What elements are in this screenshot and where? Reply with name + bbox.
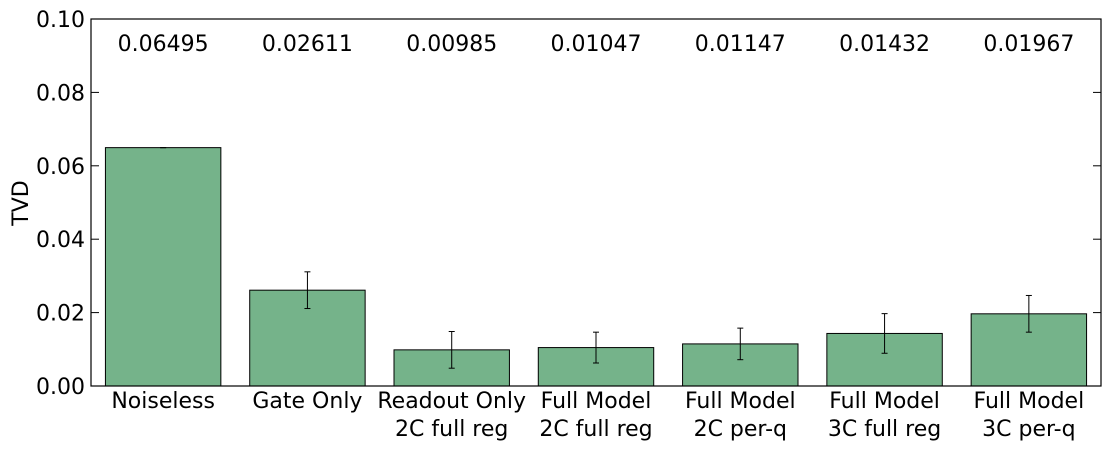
y-tick-label: 0.10 (36, 8, 85, 33)
y-tick-label: 0.04 (36, 228, 85, 253)
bar (682, 343, 799, 387)
bar-value-label: 0.01432 (839, 32, 930, 57)
x-category-label: Full Model 2C per-q (685, 389, 796, 442)
bar-value-label: 0.00985 (406, 32, 497, 57)
bar-value-label: 0.01047 (551, 32, 642, 57)
plot-frame (90, 18, 1102, 387)
bar-value-label: 0.01147 (695, 32, 786, 57)
bar (104, 147, 222, 387)
x-category-label: Gate Only (252, 389, 362, 414)
y-tick-label: 0.08 (36, 81, 85, 106)
y-tick-label: 0.02 (36, 302, 85, 327)
y-tick-label: 0.06 (36, 155, 85, 180)
bar-value-label: 0.02611 (262, 32, 353, 57)
x-category-label: Readout Only 2C full reg (377, 389, 526, 442)
y-axis-title: TVD (9, 180, 34, 226)
x-category-label: Full Model 3C per-q (974, 389, 1085, 442)
bar-value-label: 0.06495 (118, 32, 209, 57)
x-category-label: Noiseless (111, 389, 215, 414)
y-tick-label: 0.00 (36, 375, 85, 400)
bar-value-label: 0.01967 (983, 32, 1074, 57)
x-category-label: Full Model 3C full reg (828, 389, 941, 442)
x-category-label: Full Model 2C full reg (539, 389, 652, 442)
